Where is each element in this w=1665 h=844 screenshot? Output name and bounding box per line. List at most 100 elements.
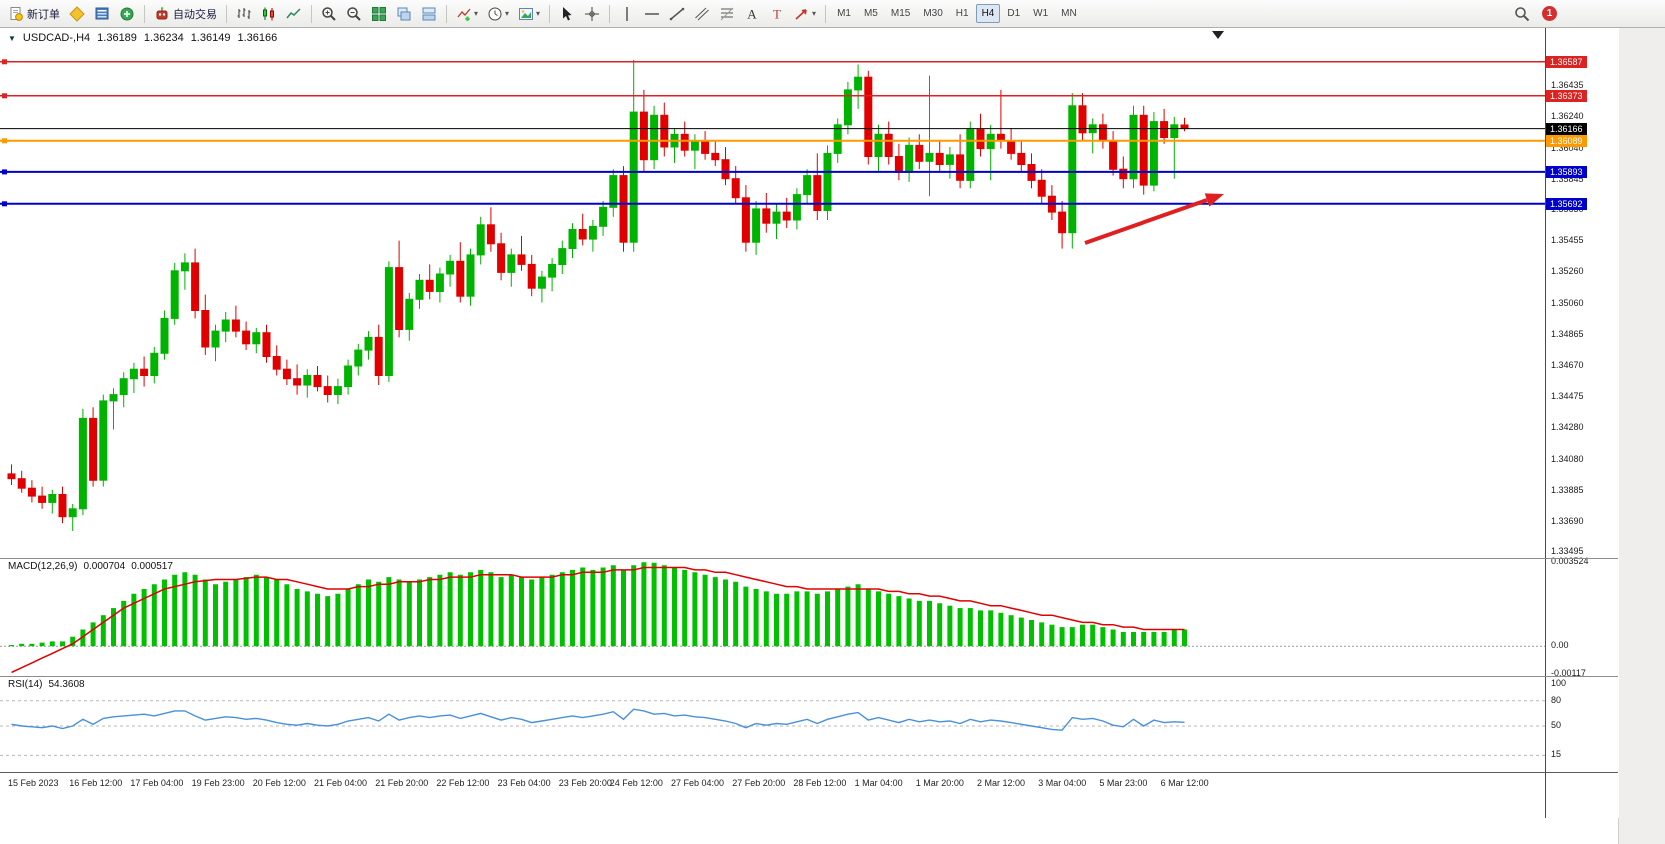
timeframe-h4-button[interactable]: H4	[975, 4, 1001, 23]
fibonacci-tool-button[interactable]	[715, 3, 739, 25]
candle	[486, 207, 495, 252]
navigator-button[interactable]	[115, 3, 139, 25]
candle	[191, 248, 200, 319]
candle	[78, 408, 87, 516]
candle	[262, 324, 271, 363]
toolbar-separator	[311, 4, 312, 23]
candle	[711, 140, 720, 167]
notification-badge[interactable]: 1	[1542, 6, 1557, 21]
fibonacci-icon	[720, 7, 734, 20]
candle	[721, 147, 730, 186]
panel-divider[interactable]	[0, 558, 1618, 559]
auto-trading-button[interactable]: 自动交易	[150, 3, 221, 25]
toolbar-separator	[825, 4, 827, 23]
search-button[interactable]	[1510, 3, 1534, 25]
line-chart-type-button[interactable]	[282, 3, 306, 25]
trendline-tool-button[interactable]	[665, 3, 689, 25]
chart-menu-icon[interactable]: ▼	[8, 33, 16, 43]
cursor-tool-button[interactable]	[555, 3, 579, 25]
indicators-button[interactable]: ▾	[452, 3, 482, 25]
horizontal-line-object[interactable]	[0, 59, 1545, 65]
market-watch-button[interactable]	[65, 3, 89, 25]
price-tick: 1.33495	[1551, 546, 1584, 557]
candle	[129, 362, 138, 393]
time-axis-label: 1 Mar 04:00	[854, 778, 903, 788]
horizontal-line-object[interactable]	[0, 93, 1545, 99]
time-axis[interactable]: 15 Feb 2023 16 Feb 12:00 17 Feb 04:00 19 Fe…	[0, 773, 1545, 797]
candle	[456, 242, 465, 303]
timeframe-h1-button[interactable]: H1	[950, 4, 975, 23]
ohlc-low: 1.36149	[190, 32, 231, 44]
auto-trading-icon	[156, 6, 168, 19]
cascade-windows-button[interactable]	[392, 3, 416, 25]
toolbar-right-group: 1	[1510, 3, 1557, 25]
arrow-annotation[interactable]	[1084, 193, 1224, 245]
tile-windows-button[interactable]	[367, 3, 391, 25]
candlestick-chart-type-button[interactable]	[257, 3, 281, 25]
timeframe-w1-button[interactable]: W1	[1027, 4, 1054, 23]
candle	[333, 378, 342, 405]
cascade-windows-icon	[397, 7, 411, 20]
candle	[119, 372, 128, 408]
macd-signal-line	[11, 566, 1185, 674]
channel-tool-button[interactable]	[690, 3, 714, 25]
timeframe-d1-button[interactable]: D1	[1001, 4, 1026, 23]
candle	[476, 216, 485, 265]
new-order-button[interactable]: 新订单	[4, 3, 64, 25]
periods-button[interactable]: ▾	[483, 3, 513, 25]
zoom-in-button[interactable]	[317, 3, 341, 25]
candle	[548, 258, 557, 292]
candle	[160, 310, 169, 360]
svg-text:A: A	[747, 6, 757, 21]
candle	[58, 486, 67, 524]
cursor-icon	[563, 6, 572, 20]
timeframe-m5-button[interactable]: M5	[858, 4, 884, 23]
candle	[1170, 116, 1179, 179]
timeframe-m15-button[interactable]: M15	[885, 4, 916, 23]
label-tool-button[interactable]: T	[765, 3, 789, 25]
candle	[517, 235, 526, 271]
candle	[17, 470, 26, 493]
tile-horizontal-button[interactable]	[417, 3, 441, 25]
horizontal-line-object[interactable]	[0, 201, 1545, 207]
time-axis-label: 6 Mar 12:00	[1160, 778, 1209, 788]
rsi-axis-label: 100	[1551, 678, 1567, 688]
panel-divider[interactable]	[0, 676, 1618, 677]
candle	[843, 82, 852, 135]
candle	[609, 169, 618, 217]
horizontal-line-object[interactable]	[0, 138, 1545, 144]
bar-chart-type-button[interactable]	[232, 3, 256, 25]
toolbar-separator	[144, 4, 145, 23]
vertical-line-tool-button[interactable]	[615, 3, 639, 25]
candle	[619, 166, 628, 252]
arrows-tool-button[interactable]: ▾	[790, 3, 820, 25]
line-price-label: 1.36089	[1546, 134, 1587, 147]
candle	[874, 124, 883, 173]
data-window-button[interactable]	[90, 3, 114, 25]
channel-icon	[695, 7, 709, 20]
zoom-out-button[interactable]	[342, 3, 366, 25]
main-toolbar: 新订单 自动交易	[0, 0, 1665, 28]
new-order-icon	[10, 6, 23, 21]
chart-shift-marker[interactable]	[1212, 31, 1224, 39]
price-axis[interactable]: 1.364351.362401.360401.358451.356501.354…	[1545, 28, 1619, 818]
timeframe-m30-button[interactable]: M30	[917, 4, 948, 23]
text-tool-button[interactable]: A	[740, 3, 764, 25]
candle	[782, 197, 791, 228]
timeframe-mn-button[interactable]: MN	[1055, 4, 1083, 23]
candle	[1078, 93, 1087, 141]
candle	[854, 64, 863, 109]
candle	[639, 89, 648, 173]
candle	[701, 131, 710, 160]
horizontal-line-object[interactable]	[0, 169, 1545, 175]
candle	[1068, 93, 1077, 249]
horizontal-line-tool-button[interactable]	[640, 3, 664, 25]
templates-button[interactable]: ▾	[514, 3, 544, 25]
timeframe-m1-button[interactable]: M1	[831, 4, 857, 23]
price-tick: 1.36240	[1551, 110, 1584, 121]
time-axis-label: 2 Mar 12:00	[977, 778, 1026, 788]
horizontal-line-icon	[645, 12, 660, 15]
crosshair-tool-button[interactable]	[580, 3, 604, 25]
rsi-label: RSI(14) 54.3608	[8, 679, 85, 690]
candle	[446, 254, 455, 287]
